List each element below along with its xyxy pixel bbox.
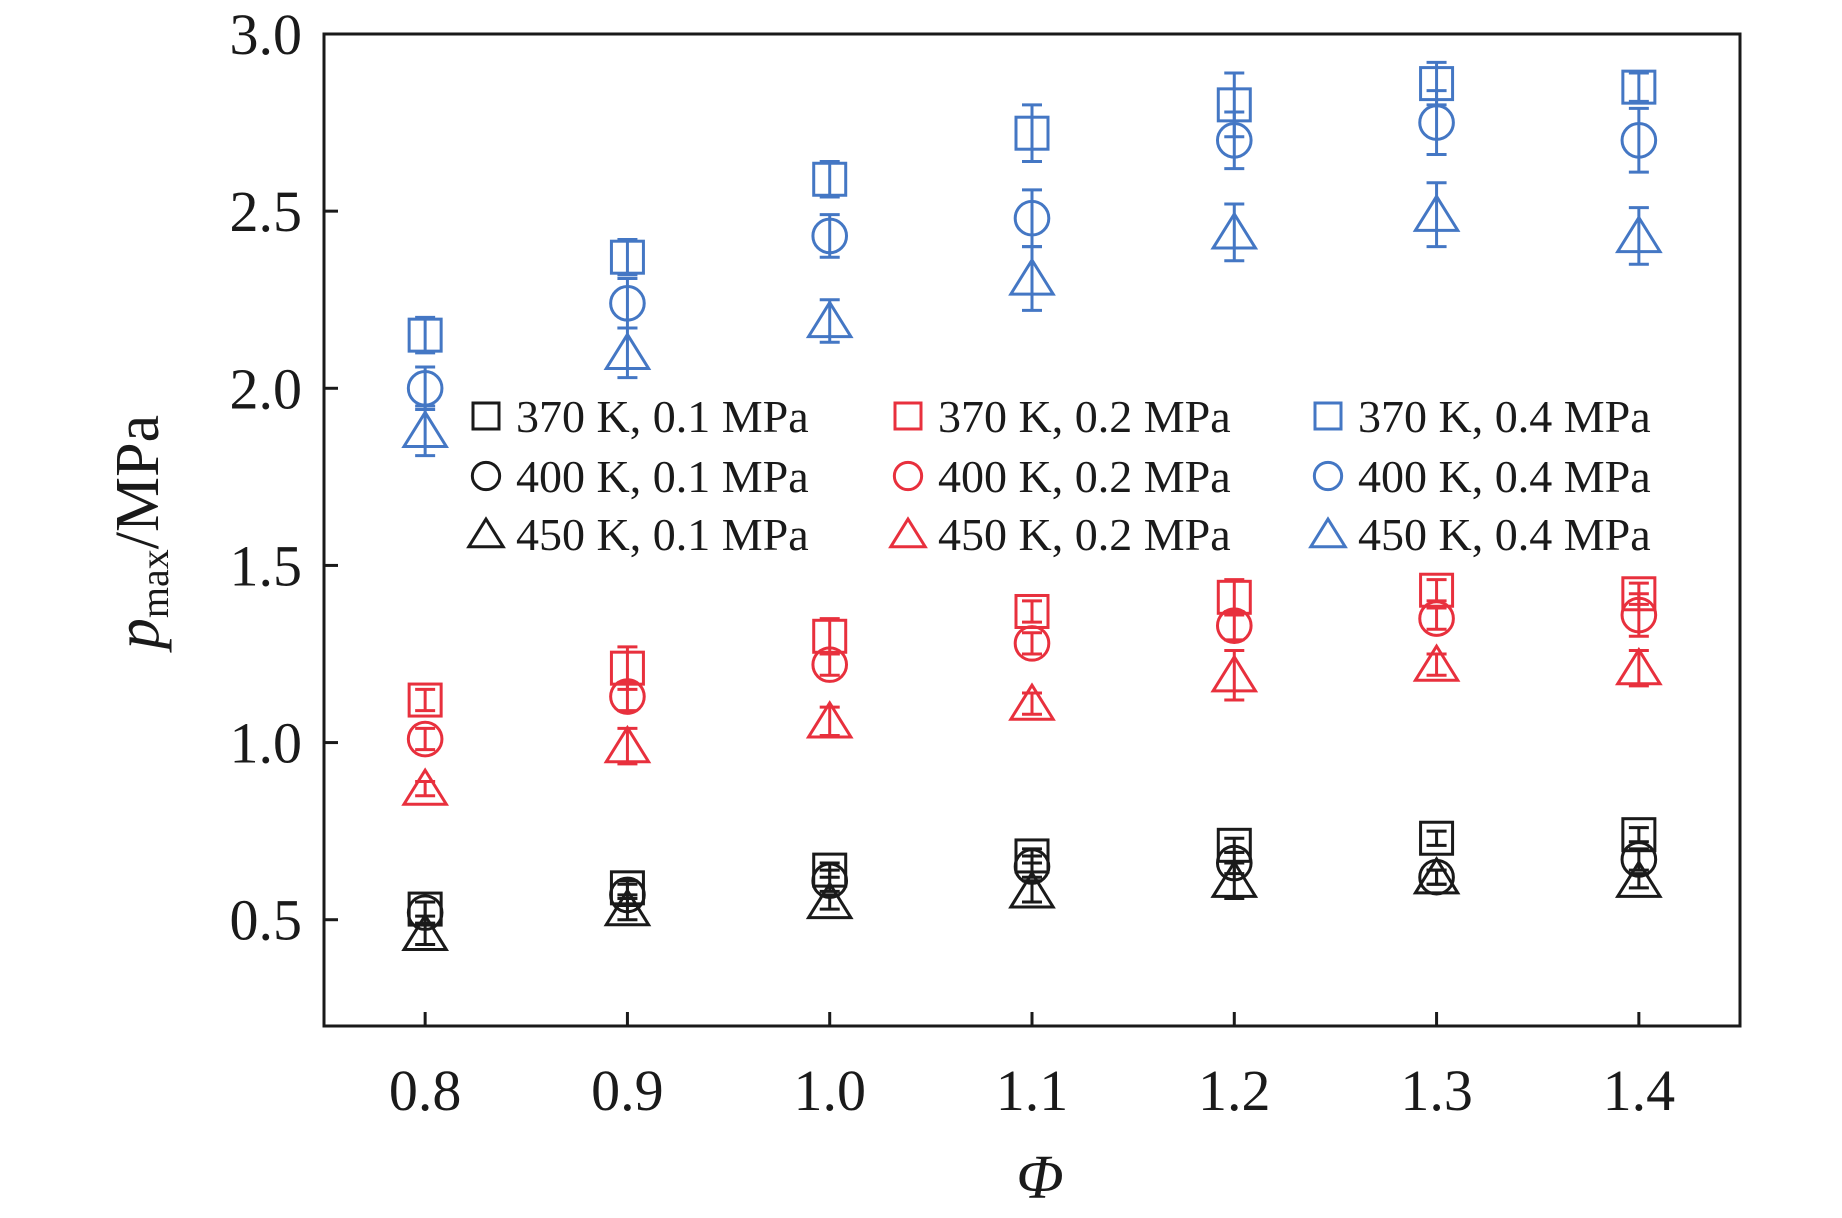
legend-label: 370 K, 0.4 MPa bbox=[1358, 391, 1651, 442]
legend-marker bbox=[471, 401, 501, 431]
legend: 370 K, 0.1 MPa 400 K, 0.1 MPa 450 K, 0.1 M… bbox=[466, 391, 1651, 560]
data-point bbox=[609, 239, 645, 275]
data-point bbox=[401, 767, 450, 806]
legend-label: 450 K, 0.2 MPa bbox=[938, 509, 1231, 560]
data-point bbox=[401, 912, 450, 952]
data-point bbox=[1210, 211, 1259, 250]
data-point bbox=[1412, 193, 1461, 232]
data-point bbox=[1614, 214, 1663, 254]
x-tick-label: 1.4 bbox=[1603, 1058, 1676, 1123]
legend-label: 400 K, 0.1 MPa bbox=[516, 451, 809, 502]
y-axis-title-unit: /MPa bbox=[104, 415, 172, 549]
data-point bbox=[811, 217, 849, 255]
data-point bbox=[1210, 859, 1259, 898]
y-axis-title-subscript: max bbox=[132, 549, 177, 618]
data-point bbox=[1412, 855, 1461, 895]
data-point bbox=[812, 161, 848, 197]
series-circle bbox=[406, 592, 1658, 758]
legend-marker bbox=[1313, 401, 1343, 431]
series-square bbox=[407, 60, 1657, 355]
legend-label: 400 K, 0.4 MPa bbox=[1358, 451, 1651, 502]
legend-item: 450 K, 0.2 MPa bbox=[888, 509, 1231, 560]
legend-item: 370 K, 0.2 MPa bbox=[893, 391, 1231, 442]
data-point bbox=[1412, 643, 1461, 682]
data-point bbox=[1210, 654, 1259, 693]
y-tick-label: 1.0 bbox=[230, 711, 303, 776]
y-axis-title: pmax/MPa bbox=[104, 415, 177, 653]
legend-marker bbox=[893, 401, 923, 431]
plot-area bbox=[401, 60, 1663, 952]
y-tick-label: 3.0 bbox=[230, 2, 303, 67]
data-point bbox=[407, 317, 443, 353]
data-point bbox=[1013, 199, 1051, 237]
data-point bbox=[1008, 682, 1056, 721]
x-tick-label: 1.1 bbox=[996, 1058, 1069, 1123]
data-point bbox=[1419, 820, 1455, 856]
legend-label: 370 K, 0.2 MPa bbox=[938, 391, 1231, 442]
data-point bbox=[1418, 104, 1455, 141]
legend-label: 450 K, 0.1 MPa bbox=[516, 509, 809, 560]
legend-marker bbox=[892, 460, 924, 492]
data-point bbox=[603, 724, 652, 764]
data-point bbox=[1419, 572, 1455, 608]
y-tick-label: 0.5 bbox=[230, 888, 303, 953]
y-tick-label: 2.5 bbox=[230, 179, 303, 244]
data-point bbox=[812, 618, 848, 654]
x-tick-label: 1.0 bbox=[793, 1058, 866, 1123]
data-point bbox=[406, 720, 444, 758]
data-point bbox=[805, 299, 854, 339]
data-point bbox=[407, 682, 443, 718]
data-point bbox=[1013, 625, 1051, 662]
y-tick-label: 1.5 bbox=[230, 533, 303, 598]
data-point bbox=[1008, 870, 1056, 909]
data-point bbox=[1614, 646, 1663, 686]
data-point bbox=[1014, 115, 1050, 151]
legend-item: 450 K, 0.1 MPa bbox=[466, 509, 809, 560]
legend-marker bbox=[1308, 516, 1348, 549]
legend-item: 400 K, 0.4 MPa bbox=[1312, 451, 1651, 502]
data-point bbox=[805, 700, 854, 739]
data-point bbox=[1621, 69, 1657, 105]
legend-item: 370 K, 0.1 MPa bbox=[471, 391, 809, 442]
x-axis-title: Φ bbox=[1016, 1144, 1063, 1212]
y-axis-title-symbol: p bbox=[104, 618, 172, 653]
data-point bbox=[1418, 600, 1455, 637]
series-triangle bbox=[401, 181, 1663, 458]
x-tick-label: 1.3 bbox=[1400, 1058, 1473, 1123]
x-tick-label: 1.2 bbox=[1198, 1058, 1271, 1123]
data-point bbox=[609, 678, 646, 715]
data-point bbox=[1215, 121, 1253, 159]
series-triangle bbox=[401, 643, 1663, 806]
legend-label: 370 K, 0.1 MPa bbox=[516, 391, 809, 442]
x-tick-label: 0.8 bbox=[389, 1058, 462, 1123]
data-point bbox=[609, 284, 646, 322]
data-point bbox=[1614, 859, 1663, 898]
axes: 0.8 0.9 1.0 1.1 1.2 1.3 1.4 0.5 1.0 1.5 2.0 2.5 3.0 bbox=[230, 2, 1742, 1123]
data-point bbox=[1215, 607, 1253, 644]
legend-item: 400 K, 0.2 MPa bbox=[892, 451, 1231, 502]
data-point bbox=[603, 887, 652, 927]
legend-item: 370 K, 0.4 MPa bbox=[1313, 391, 1651, 442]
legend-label: 450 K, 0.4 MPa bbox=[1358, 509, 1651, 560]
legend-item: 450 K, 0.4 MPa bbox=[1308, 509, 1651, 560]
legend-marker bbox=[466, 516, 506, 549]
data-point bbox=[1620, 596, 1658, 634]
legend-marker bbox=[1312, 460, 1344, 492]
y-tick-label: 2.0 bbox=[230, 356, 303, 421]
x-tick-label: 0.9 bbox=[591, 1058, 664, 1123]
legend-marker bbox=[888, 516, 928, 549]
legend-item: 400 K, 0.1 MPa bbox=[470, 451, 809, 502]
data-point bbox=[1008, 257, 1056, 296]
data-point bbox=[1620, 121, 1658, 159]
data-point bbox=[811, 646, 849, 683]
data-point bbox=[805, 880, 854, 920]
legend-label: 400 K, 0.2 MPa bbox=[938, 451, 1231, 502]
series-triangle bbox=[401, 855, 1663, 952]
data-point bbox=[401, 409, 450, 448]
legend-marker bbox=[470, 460, 502, 492]
data-point bbox=[603, 331, 652, 370]
